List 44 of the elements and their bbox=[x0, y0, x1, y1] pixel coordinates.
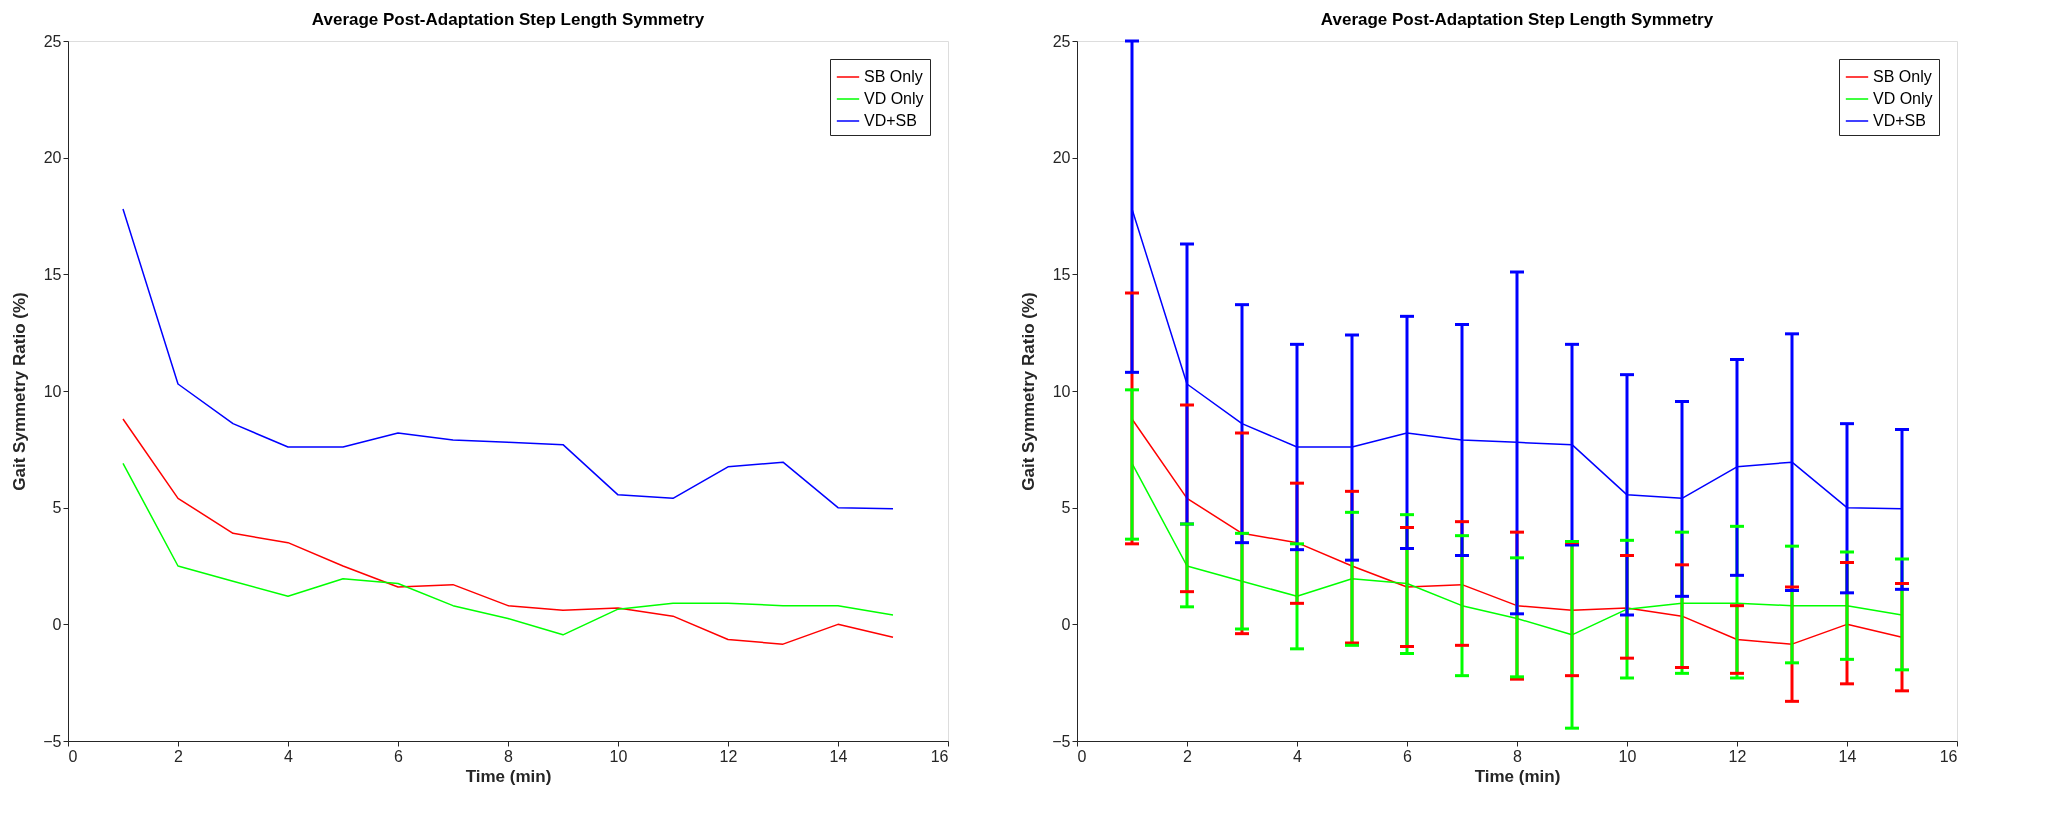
legend-label: SB Only bbox=[1873, 68, 1932, 85]
y-tick-label: 15 bbox=[43, 265, 62, 283]
x-tick-label: 12 bbox=[719, 747, 738, 765]
chart-title: Average Post-Adaptation Step Length Symmetry bbox=[311, 10, 705, 29]
legend-label: VD+SB bbox=[1873, 112, 1926, 129]
y-tick-label: 20 bbox=[1052, 149, 1071, 167]
x-tick-label: 4 bbox=[1293, 747, 1303, 765]
legend-label: VD Only bbox=[864, 90, 924, 107]
x-tick-label: 6 bbox=[394, 747, 404, 765]
x-tick-label: 8 bbox=[1513, 747, 1523, 765]
x-tick-label: 2 bbox=[1183, 747, 1193, 765]
x-tick-label: 12 bbox=[1728, 747, 1747, 765]
legend-label: VD Only bbox=[1873, 90, 1933, 107]
y-tick-label: 5 bbox=[52, 499, 62, 517]
y-tick-label: 25 bbox=[1052, 32, 1071, 50]
x-axis-title: Time (min) bbox=[1474, 766, 1561, 786]
x-tick-label: 14 bbox=[829, 747, 848, 765]
x-tick-label: 16 bbox=[1939, 747, 1958, 765]
y-tick-label: 0 bbox=[1061, 615, 1071, 633]
x-axis-title: Time (min) bbox=[465, 766, 552, 786]
y-tick-label: 15 bbox=[1052, 265, 1071, 283]
y-tick-label: 25 bbox=[43, 32, 62, 50]
x-tick-label: 14 bbox=[1838, 747, 1857, 765]
y-tick-label: −5 bbox=[1052, 732, 1071, 750]
y-tick-label: 20 bbox=[43, 149, 62, 167]
x-tick-label: 10 bbox=[609, 747, 628, 765]
y-tick-label: 10 bbox=[1052, 382, 1071, 400]
y-tick-label: 0 bbox=[52, 615, 62, 633]
y-tick-label: 10 bbox=[43, 382, 62, 400]
y-tick-label: −5 bbox=[43, 732, 62, 750]
x-tick-label: 8 bbox=[504, 747, 514, 765]
chart-title: Average Post-Adaptation Step Length Symmetry bbox=[1320, 10, 1714, 29]
x-tick-label: 16 bbox=[930, 747, 949, 765]
x-tick-label: 0 bbox=[68, 747, 78, 765]
legend-label: SB Only bbox=[864, 68, 923, 85]
y-tick-label: 5 bbox=[1061, 499, 1071, 517]
legend-label: VD+SB bbox=[864, 112, 917, 129]
x-tick-label: 2 bbox=[174, 747, 184, 765]
x-tick-label: 0 bbox=[1077, 747, 1087, 765]
x-tick-label: 10 bbox=[1618, 747, 1637, 765]
y-axis-title: Gait Symmetry Ratio (%) bbox=[1019, 292, 1039, 491]
x-tick-label: 4 bbox=[284, 747, 294, 765]
x-tick-label: 6 bbox=[1403, 747, 1413, 765]
y-axis-title: Gait Symmetry Ratio (%) bbox=[10, 292, 30, 491]
